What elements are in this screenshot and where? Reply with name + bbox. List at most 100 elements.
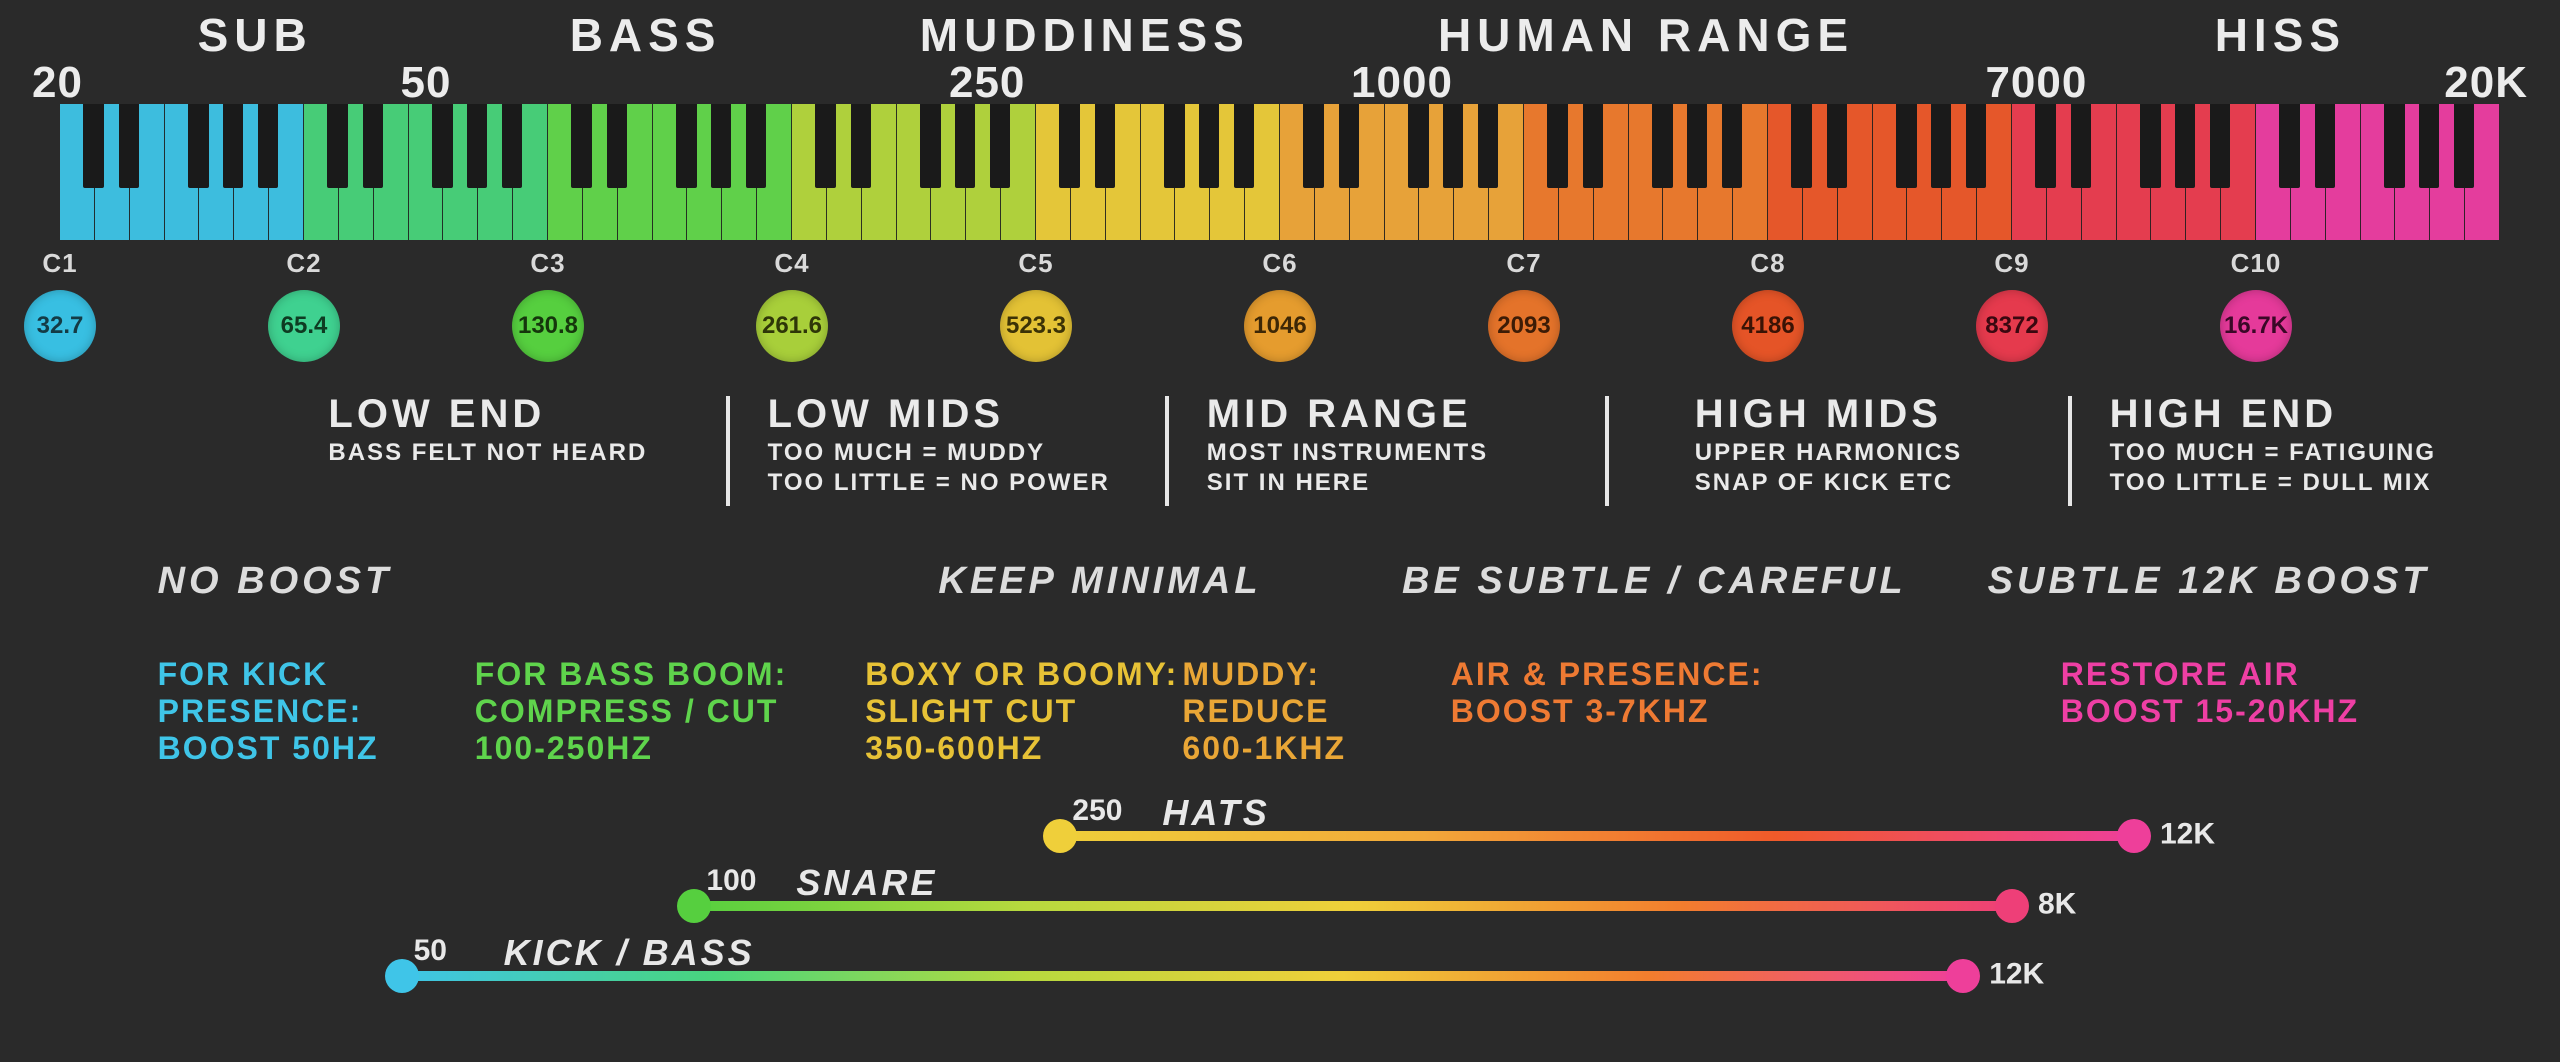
freq-chip: 65.4: [268, 290, 340, 362]
freq-chip: 130.8: [512, 290, 584, 362]
octave-label: C5: [1018, 248, 1053, 279]
range-desc-title: HIGH MIDS: [1695, 392, 2115, 437]
octave-label: C6: [1262, 248, 1297, 279]
black-key: [607, 104, 628, 188]
octave-label: C1: [42, 248, 77, 279]
freq-chip: 16.7K: [2220, 290, 2292, 362]
range-end-dot: [1946, 959, 1980, 993]
freq-boundary-label: 1000: [1351, 58, 1453, 108]
black-key: [119, 104, 140, 188]
freq-chip: 523.3: [1000, 290, 1072, 362]
black-key: [363, 104, 384, 188]
advice-label: KEEP MINIMAL: [938, 560, 1261, 603]
eq-tip-line: REDUCE: [1182, 693, 1346, 730]
octave: C2: [304, 104, 548, 240]
freq-boundary-label: 250: [949, 58, 1025, 108]
eq-tip-line: 350-600HZ: [865, 730, 1178, 767]
black-key: [746, 104, 767, 188]
band-title: BASS: [570, 8, 722, 62]
black-key: [676, 104, 697, 188]
black-key: [2279, 104, 2300, 188]
divider: [726, 396, 730, 506]
black-key: [1896, 104, 1917, 188]
freq-boundary-label: 7000: [1985, 58, 2087, 108]
black-key: [1303, 104, 1324, 188]
black-key: [188, 104, 209, 188]
octave: C10: [2256, 104, 2500, 240]
octave: C8: [1768, 104, 2012, 240]
range-name: SNARE: [796, 862, 937, 904]
black-key: [1966, 104, 1987, 188]
black-key: [2071, 104, 2092, 188]
black-key: [1408, 104, 1429, 188]
divider: [1165, 396, 1169, 506]
range-start-label: 50: [414, 934, 447, 968]
range-desc-title: MID RANGE: [1207, 392, 1627, 437]
black-key: [2210, 104, 2231, 188]
range-end-dot: [2117, 819, 2151, 853]
range-end-dot: [1995, 889, 2029, 923]
eq-tip: MUDDY:REDUCE600-1KHZ: [1182, 656, 1346, 766]
black-key: [2454, 104, 2475, 188]
eq-tip-line: BOXY OR BOOMY:: [865, 656, 1178, 693]
black-key: [955, 104, 976, 188]
eq-tip-line: AIR & PRESENCE:: [1451, 656, 1764, 693]
black-key: [327, 104, 348, 188]
black-key: [2384, 104, 2405, 188]
advice-label: BE SUBTLE / CAREFUL: [1402, 560, 1907, 603]
eq-tip: FOR KICKPRESENCE:BOOST 50HZ: [158, 656, 379, 766]
octave-label: C10: [2231, 248, 2282, 279]
range-desc-sub: MOST INSTRUMENTS: [1207, 439, 1627, 467]
range-description: HIGH ENDTOO MUCH = FATIGUINGTOO LITTLE =…: [2110, 392, 2530, 496]
octave-label: C2: [286, 248, 321, 279]
black-key: [920, 104, 941, 188]
band-title: SUB: [198, 8, 313, 62]
octave-label: C3: [530, 248, 565, 279]
freq-boundary-label: 20K: [2444, 58, 2528, 108]
eq-tip-line: 100-250HZ: [475, 730, 787, 767]
freq-chip: 261.6: [756, 290, 828, 362]
black-key: [467, 104, 488, 188]
range-desc-sub: TOO MUCH = FATIGUING: [2110, 439, 2530, 467]
black-key: [1095, 104, 1116, 188]
eq-tip-line: COMPRESS / CUT: [475, 693, 787, 730]
black-key: [1234, 104, 1255, 188]
black-key: [1722, 104, 1743, 188]
black-key: [2140, 104, 2161, 188]
black-key: [1059, 104, 1080, 188]
range-desc-sub: TOO LITTLE = NO POWER: [768, 469, 1188, 497]
eq-tip-line: FOR BASS BOOM:: [475, 656, 787, 693]
freq-chip: 1046: [1244, 290, 1316, 362]
black-key: [851, 104, 872, 188]
octave-label: C7: [1506, 248, 1541, 279]
octave-label: C9: [1994, 248, 2029, 279]
eq-tip: RESTORE AIRBOOST 15-20KHZ: [2061, 656, 2359, 730]
range-name: HATS: [1162, 792, 1269, 834]
black-key: [223, 104, 244, 188]
black-key: [2035, 104, 2056, 188]
range-desc-title: LOW END: [328, 392, 748, 437]
eq-tip-line: MUDDY:: [1182, 656, 1346, 693]
black-key: [1931, 104, 1952, 188]
range-start-label: 250: [1072, 794, 1122, 828]
band-title: HUMAN RANGE: [1438, 8, 1854, 62]
black-key: [1478, 104, 1499, 188]
freq-boundary-label: 50: [401, 58, 452, 108]
octave: C5: [1036, 104, 1280, 240]
range-desc-sub: TOO MUCH = MUDDY: [768, 439, 1188, 467]
black-key: [2315, 104, 2336, 188]
eq-tip: FOR BASS BOOM:COMPRESS / CUT100-250HZ: [475, 656, 787, 766]
black-key: [571, 104, 592, 188]
eq-tip: BOXY OR BOOMY:SLIGHT CUT350-600HZ: [865, 656, 1178, 766]
freq-boundary-label: 20: [32, 58, 83, 108]
keyboard: C1C2C3C4C5C6C7C8C9C10: [60, 104, 2500, 240]
octave: C7: [1524, 104, 1768, 240]
octave: C4: [792, 104, 1036, 240]
eq-tip-line: RESTORE AIR: [2061, 656, 2359, 693]
range-name: KICK / BASS: [504, 932, 755, 974]
range-description: LOW MIDSTOO MUCH = MUDDYTOO LITTLE = NO …: [768, 392, 1188, 496]
black-key: [2175, 104, 2196, 188]
range-desc-sub: BASS FELT NOT HEARD: [328, 439, 748, 467]
freq-chip: 8372: [1976, 290, 2048, 362]
black-key: [1687, 104, 1708, 188]
